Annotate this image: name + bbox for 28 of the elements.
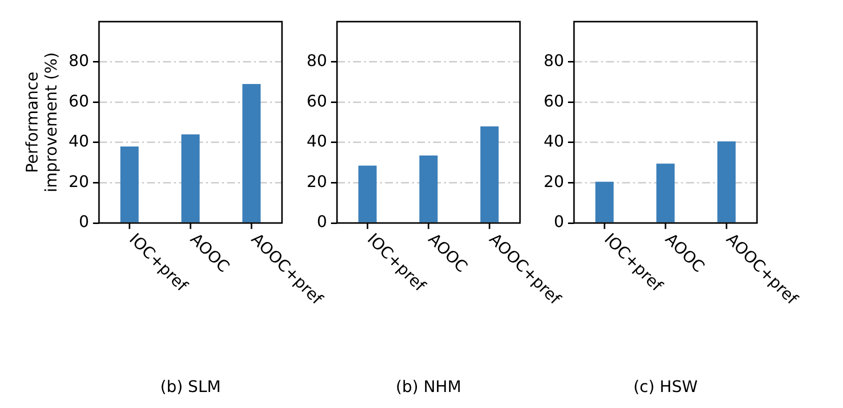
y-tick-label: 40 xyxy=(306,132,327,151)
y-tick-label: 80 xyxy=(68,51,89,70)
y-tick-label: 0 xyxy=(78,212,89,232)
bar xyxy=(120,146,139,222)
bar xyxy=(242,84,261,222)
y-tick-label: 80 xyxy=(544,51,564,70)
y-tick-label: 60 xyxy=(306,91,327,110)
y-tick-label: 40 xyxy=(544,132,564,151)
y-tick-label: 0 xyxy=(316,212,327,232)
bar xyxy=(717,141,736,222)
bar xyxy=(358,166,377,222)
y-tick-label: 20 xyxy=(544,172,564,191)
x-axis-title: (b) NHM xyxy=(396,377,462,396)
bar xyxy=(480,126,499,222)
y-tick-label: 20 xyxy=(68,172,89,191)
bar xyxy=(419,156,438,222)
y-tick-label: 60 xyxy=(68,91,89,110)
x-axis-title: (b) SLM xyxy=(160,377,221,396)
y-tick-label: 80 xyxy=(306,51,327,70)
y-tick-label: 20 xyxy=(306,172,327,191)
x-axis-title: (c) HSW xyxy=(633,377,698,396)
y-tick-label: 40 xyxy=(68,132,89,151)
y-axis-title: Performance improvement (%) xyxy=(22,52,61,192)
bar xyxy=(595,182,614,222)
y-tick-label: 60 xyxy=(544,91,564,110)
bar xyxy=(656,164,675,222)
bar xyxy=(181,134,200,222)
y-tick-label: 0 xyxy=(554,212,564,232)
